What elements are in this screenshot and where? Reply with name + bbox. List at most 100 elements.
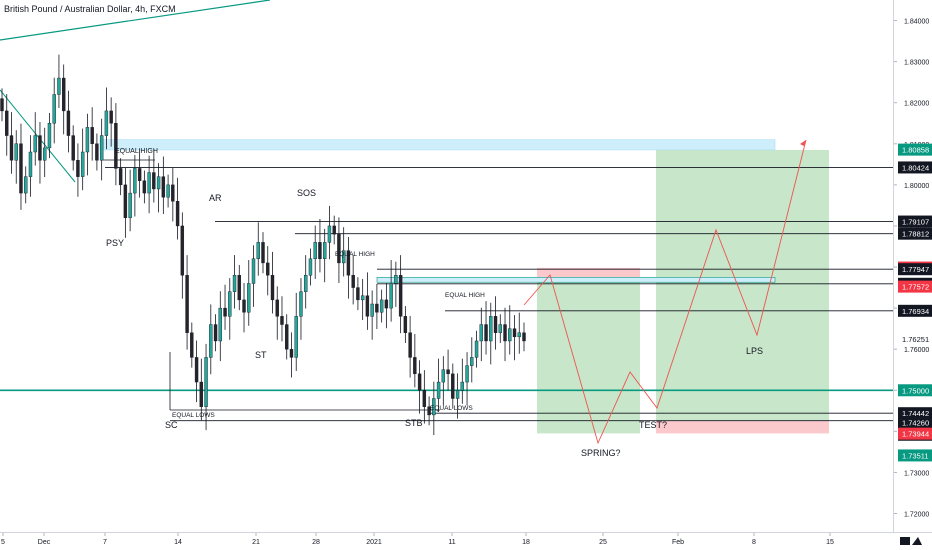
candle-body — [413, 357, 417, 375]
candle-body — [38, 135, 42, 161]
candle-body — [270, 275, 275, 301]
price-tag-label: 1.73511 — [902, 451, 929, 460]
candle-body — [503, 324, 507, 342]
annotation-label: ST — [255, 350, 267, 360]
candle-body — [24, 176, 28, 194]
price-tag-bg — [898, 384, 932, 397]
candle-body — [465, 365, 469, 383]
candle-body — [422, 390, 427, 407]
candle-body — [474, 340, 479, 358]
candle-body — [256, 242, 260, 260]
chart-title: British Pound / Australian Dollar, 4h, F… — [4, 4, 176, 14]
price-tag-label: 1.80424 — [902, 163, 929, 172]
candle-body — [109, 110, 113, 124]
candle-body — [232, 275, 237, 292]
price-tag-label: 1.79107 — [902, 218, 929, 227]
candle-body — [398, 275, 403, 317]
projection-path — [523, 139, 807, 445]
x-tick-label: 14 — [174, 539, 182, 546]
candle-body — [209, 324, 213, 358]
candle-body — [33, 135, 37, 153]
candle-body — [199, 381, 204, 407]
x-tick-label: 5 — [1, 539, 5, 546]
annotation-label: EQUAL HIGH — [445, 292, 485, 299]
candle-body — [5, 110, 9, 136]
candle-body — [436, 381, 441, 399]
price-tag-bg — [898, 427, 932, 440]
candle-body — [156, 176, 161, 190]
annotation-label: EQUAL LOWS — [172, 412, 215, 419]
candle-body — [194, 357, 199, 383]
candle-body — [76, 160, 80, 177]
x-tick-label: 8 — [752, 539, 756, 546]
candle-body — [489, 316, 493, 342]
trend-line-top — [0, 0, 271, 41]
candle-body — [446, 369, 450, 375]
candle-body — [394, 275, 398, 284]
candle-body — [432, 398, 436, 416]
candle-body — [479, 324, 483, 342]
annotation-label: PSY — [106, 238, 124, 248]
price-tag-label: 1.77947 — [902, 265, 929, 274]
x-tick-label: 28 — [312, 539, 320, 546]
candle-body — [285, 324, 289, 350]
candle-body — [512, 328, 517, 338]
candle-body — [171, 184, 175, 202]
candle-body — [47, 123, 52, 149]
candle-body — [95, 143, 99, 161]
annotation-label: STB — [405, 418, 423, 428]
candle-body — [322, 242, 327, 260]
candle-body — [346, 250, 351, 276]
candle-body — [166, 184, 170, 198]
price-tag-label: 1.80858 — [902, 146, 929, 155]
candle-body — [451, 373, 455, 399]
candle-body — [9, 135, 14, 161]
price-tag-label: 1.78812 — [902, 230, 929, 239]
candle-body — [484, 324, 488, 342]
candle-body — [304, 275, 308, 292]
candle-body — [289, 348, 294, 358]
candle-body — [142, 180, 147, 194]
price-tag-bg — [898, 143, 932, 156]
price-tag-bg — [898, 416, 932, 429]
candle-body — [66, 110, 71, 136]
candle-body — [118, 168, 123, 186]
candle-body — [147, 172, 151, 194]
candle-body — [384, 299, 389, 309]
candle-body — [365, 295, 370, 317]
candle-body — [389, 283, 393, 309]
y-tick-label: 1.84000 — [904, 19, 929, 26]
candle-body — [218, 307, 222, 342]
resistance-zone-band — [376, 276, 776, 283]
annotation-label: SC — [165, 420, 178, 430]
trend-line-down — [0, 89, 76, 183]
annotation-label: SPRING? — [581, 448, 621, 458]
price-tag-label: 1.74442 — [902, 409, 929, 418]
tradingview-logo-icon — [900, 537, 910, 545]
candle-body — [498, 324, 502, 333]
x-tick-label: 2021 — [366, 539, 382, 546]
long-stop-zone — [656, 420, 829, 434]
candle-body — [261, 242, 265, 264]
candle-body — [341, 250, 346, 264]
candle-body — [441, 369, 446, 383]
candle-body — [14, 143, 18, 161]
candle-body — [308, 258, 313, 276]
candle-body — [470, 357, 474, 366]
candle-body — [71, 135, 75, 161]
candle-body — [99, 135, 104, 161]
candle-body — [280, 316, 284, 325]
price-tag-bg — [898, 215, 932, 228]
short-stop-zone — [537, 267, 640, 279]
price-tag-label: 1.75000 — [902, 386, 929, 395]
annotation-label: EQUAL HIGH — [115, 148, 158, 155]
candle-body — [137, 168, 142, 181]
candle-body — [0, 98, 4, 112]
x-tick-label: 21 — [252, 539, 260, 546]
x-tick-label: Dec — [38, 539, 51, 546]
candle-body — [360, 295, 365, 301]
candle-body — [57, 77, 61, 95]
y-tick-label: 1.73000 — [904, 470, 929, 477]
price-tag-label: 1.76934 — [902, 307, 929, 316]
